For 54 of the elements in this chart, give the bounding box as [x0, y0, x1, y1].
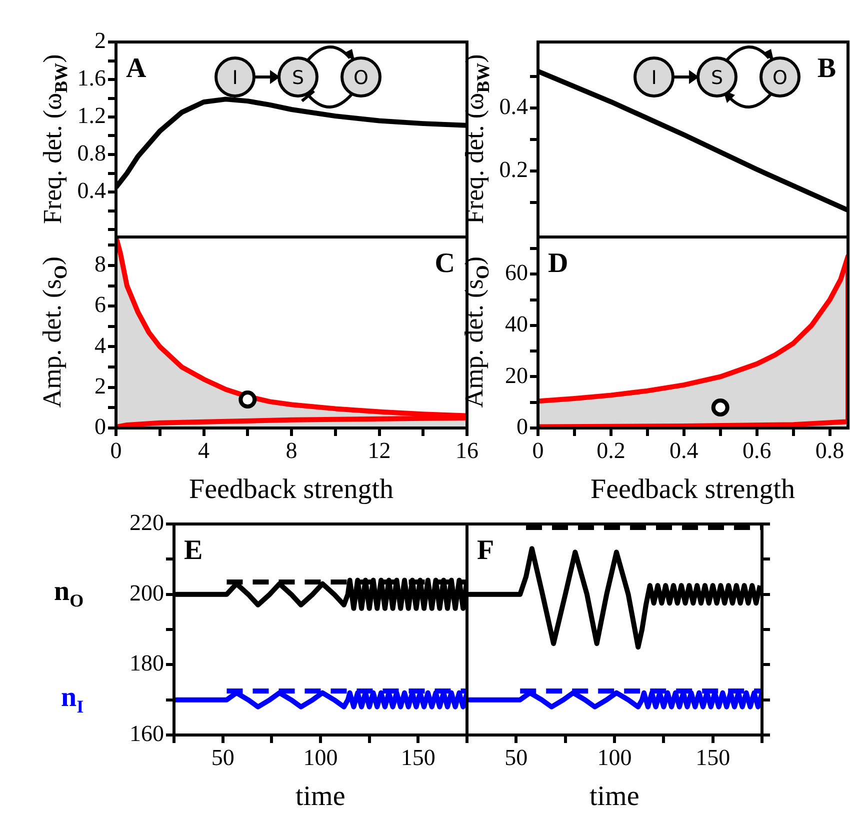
annotation: S: [710, 67, 724, 89]
x-tick-label: 4: [198, 438, 210, 463]
annotation: I: [651, 67, 657, 89]
y-tick-label: 20: [505, 362, 528, 388]
y-tick-label: 200: [130, 580, 164, 606]
annotation: A: [126, 53, 147, 84]
y-tick-label: 160: [130, 721, 164, 746]
x-axis-title: Feedback strength: [590, 474, 795, 505]
annotation: E: [184, 535, 203, 566]
text: n$_{O}$: [54, 576, 84, 611]
y-tick-label: 8: [94, 251, 106, 276]
y-tick-label: 220: [130, 510, 164, 536]
x-axis-title: time: [590, 781, 640, 812]
text: n$_{I}$: [61, 682, 84, 716]
y-tick-label: 40: [505, 311, 528, 336]
y-tick-label: 2: [94, 373, 106, 398]
y-tick-label: 0.2: [499, 157, 528, 182]
x-tick-label: 12: [368, 438, 391, 463]
y-tick-label: 6: [94, 292, 106, 318]
x-tick-label: 50: [211, 744, 234, 770]
annotation: F: [477, 535, 494, 566]
y-tick-label: 60: [505, 260, 528, 286]
y-tick-label: 0.8: [77, 140, 106, 166]
y-tick-label: 180: [130, 650, 164, 676]
x-tick-label: 150: [696, 744, 730, 770]
annotation: D: [548, 248, 568, 280]
y-tick-label: 0: [94, 414, 106, 440]
x-tick-label: 0.6: [742, 438, 772, 463]
x-tick-label: 50: [504, 744, 528, 770]
x-tick-label: 0.2: [596, 438, 626, 463]
x-tick-label: 100: [597, 744, 632, 770]
x-tick-label: 150: [400, 744, 436, 770]
x-tick-label: 8: [286, 438, 298, 463]
x-tick-label: 16: [456, 438, 478, 463]
y-tick-label: 1.2: [77, 103, 106, 128]
annotation: O: [772, 67, 788, 89]
annotation: I: [232, 67, 238, 89]
x-axis-title: time: [296, 781, 346, 812]
y-tick-label: 0: [516, 414, 528, 440]
annotation: S: [292, 67, 304, 89]
annotation: C: [434, 248, 455, 280]
y-tick-label: 1.6: [77, 66, 106, 91]
annotation: O: [354, 67, 368, 89]
x-tick-label: 0.4: [670, 438, 699, 463]
x-axis-title: Feedback strength: [189, 474, 394, 505]
x-tick-label: 0.8: [815, 438, 844, 463]
y-tick-label: 2: [94, 28, 106, 54]
y-tick-label: 0.4: [499, 94, 528, 120]
x-tick-label: 0: [110, 438, 122, 463]
y-tick-label: 4: [94, 332, 106, 358]
y-tick-label: 0.4: [77, 178, 106, 204]
x-tick-label: 100: [303, 744, 338, 770]
x-tick-label: 0: [532, 438, 544, 463]
annotation: B: [817, 53, 836, 84]
